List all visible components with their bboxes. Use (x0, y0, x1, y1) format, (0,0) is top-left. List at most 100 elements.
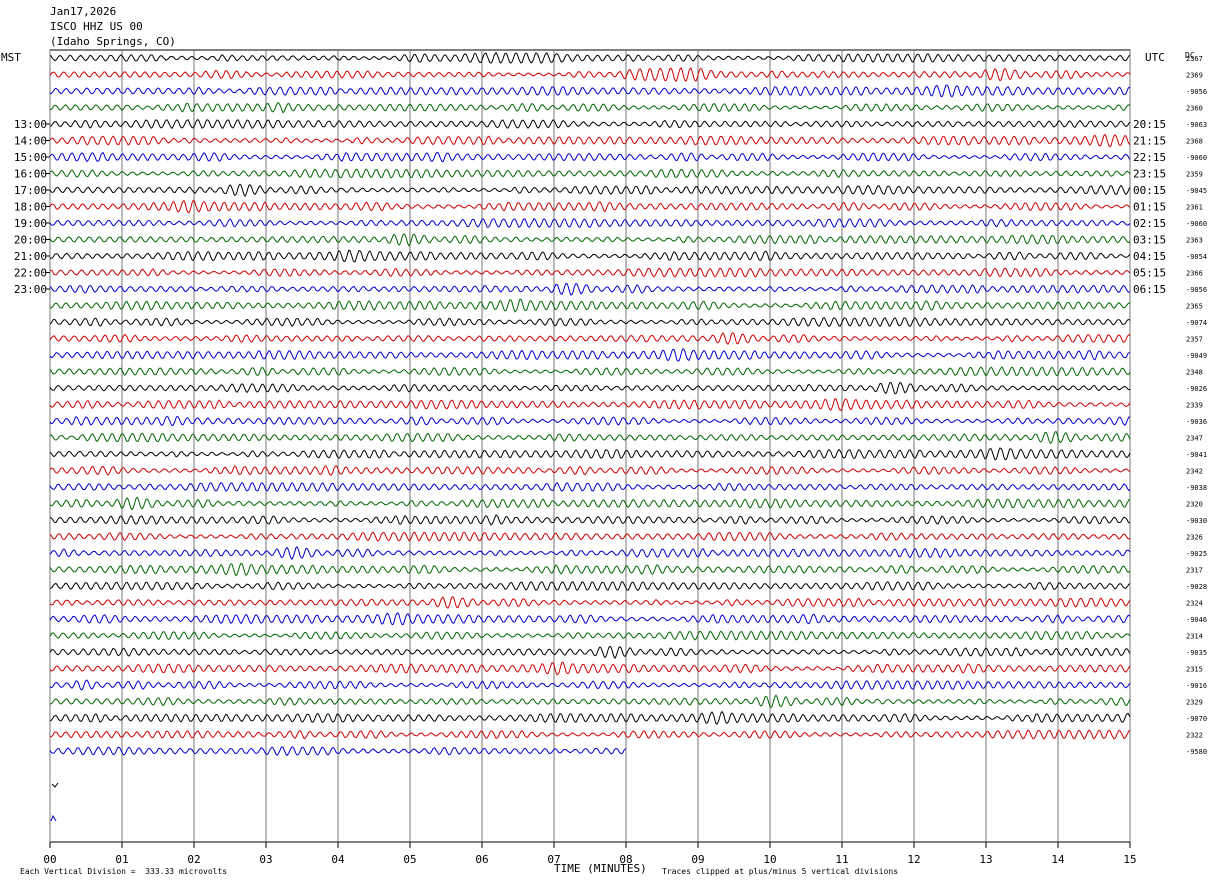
seismic-trace (49, 514, 1131, 526)
seismic-trace (49, 151, 1131, 163)
right-hour-label: 00:15 (1133, 184, 1166, 197)
seismic-trace (49, 366, 1131, 377)
x-tick-label: 10 (763, 853, 776, 866)
seismic-trace (49, 331, 1131, 345)
dc-offset-label: -9074 (1186, 319, 1207, 327)
dc-offset-label: -9046 (1186, 616, 1207, 624)
dc-offset-label: 2317 (1186, 567, 1203, 575)
right-hour-label: 01:15 (1133, 201, 1166, 214)
seismic-trace (49, 464, 1131, 476)
dc-offset-label: -9030 (1186, 517, 1207, 525)
left-hour-label: 17:00 (14, 184, 47, 197)
dc-offset-label: -9035 (1186, 649, 1207, 657)
dc-offset-label: 2368 (1186, 138, 1203, 146)
right-hour-label: 22:15 (1133, 151, 1166, 164)
dc-offset-label: 2363 (1186, 237, 1203, 245)
dc-offset-label: -9049 (1186, 352, 1207, 360)
dc-offset-label: 2365 (1186, 303, 1203, 311)
x-tick-label: 03 (259, 853, 272, 866)
date-title: Jan17,2026 (50, 5, 117, 18)
location-title: (Idaho Springs, CO) (50, 35, 176, 48)
seismic-trace (49, 218, 1131, 229)
dc-offset-label: 2315 (1186, 666, 1203, 674)
x-tick-label: 12 (907, 853, 920, 866)
x-tick-label: 13 (979, 853, 992, 866)
x-tick-label: 01 (115, 853, 128, 866)
dc-offset-label: -9060 (1186, 154, 1207, 162)
seismic-trace (49, 101, 1131, 114)
seismic-trace (49, 381, 1131, 395)
x-tick-label: 14 (1051, 853, 1065, 866)
dc-offset-label: 2320 (1186, 501, 1203, 509)
seismic-trace (49, 496, 1131, 511)
dc-offset-label: -9038 (1186, 484, 1207, 492)
seismic-trace (49, 746, 627, 757)
dc-offset-label: 2360 (1186, 105, 1203, 113)
right-hour-label: 06:15 (1133, 283, 1166, 296)
dc-offset-label: 2359 (1186, 171, 1203, 179)
dc-offset-label: 2324 (1186, 600, 1203, 608)
seismic-trace (49, 661, 1131, 676)
seismic-trace (49, 133, 1131, 148)
dc-offset-label: -9016 (1186, 682, 1207, 690)
dc-offset-label: -9060 (1186, 220, 1207, 228)
right-hour-label: 03:15 (1133, 234, 1166, 247)
dc-offset-label: 2342 (1186, 468, 1203, 476)
seismic-trace (49, 67, 1131, 83)
left-hour-label: 20:00 (14, 234, 47, 247)
seismic-trace (49, 168, 1131, 179)
seismic-trace (49, 481, 1131, 493)
left-hour-label: 22:00 (14, 267, 47, 280)
x-tick-label: 06 (475, 853, 488, 866)
dc-offset-label: -9028 (1186, 583, 1207, 591)
seismic-trace (49, 119, 1131, 130)
left-axis-label: MST (1, 51, 21, 64)
dc-offset-label: -9026 (1186, 385, 1207, 393)
x-tick-label: 02 (187, 853, 200, 866)
seismic-trace (49, 447, 1131, 461)
seismic-trace (49, 694, 1131, 708)
left-hour-label: 19:00 (14, 217, 47, 230)
seismic-trace (49, 612, 1131, 626)
left-hour-label: 14:00 (14, 135, 47, 148)
right-hour-label: 05:15 (1133, 267, 1166, 280)
left-hour-label: 13:00 (14, 118, 47, 131)
dc-offset-label: -9045 (1186, 187, 1207, 195)
dc-offset-label: 2366 (1186, 270, 1203, 278)
seismic-trace (49, 51, 1131, 64)
dc-offset-label: -9580 (1186, 748, 1207, 756)
x-tick-label: 15 (1123, 853, 1136, 866)
seismic-trace (49, 183, 1131, 198)
dc-offset-label: -9054 (1186, 253, 1207, 261)
seismic-trace (49, 282, 1131, 296)
dc-offset-label: 2369 (1186, 72, 1203, 80)
right-hour-label: 04:15 (1133, 250, 1166, 263)
seismic-trace (49, 267, 1131, 278)
right-hour-label: 21:15 (1133, 135, 1166, 148)
dc-offset-label: -9036 (1186, 418, 1207, 426)
seismic-trace (49, 298, 1131, 313)
dc-offset-label: -9056 (1186, 286, 1207, 294)
dc-offset-label: 2329 (1186, 699, 1203, 707)
left-hour-label: 21:00 (14, 250, 47, 263)
x-tick-label: 04 (331, 853, 345, 866)
dc-offset-label: 2339 (1186, 402, 1203, 410)
seismic-trace (49, 233, 1131, 247)
seismic-trace (49, 199, 1131, 214)
right-hour-label: 23:15 (1133, 168, 1166, 181)
axis-labels: 00 01 02 03 04 05 06 07 08 09 10 11 12 13 14 15 MST UTC DC… (1, 51, 1207, 866)
trace-start-marker (50, 814, 57, 822)
seismic-trace (49, 710, 1131, 725)
seismic-trace (49, 546, 1131, 560)
x-tick-label: 00 (43, 853, 56, 866)
dc-offset-label: 2314 (1186, 633, 1203, 641)
dc-offset-label: 2322 (1186, 732, 1203, 740)
left-hour-label: 18:00 (14, 201, 47, 214)
right-axis-label: UTC (1145, 51, 1165, 64)
dc-offset-label: 2367 (1186, 55, 1203, 63)
seismic-trace (49, 84, 1131, 98)
x-tick-label: 08 (619, 853, 632, 866)
seismic-trace (49, 348, 1131, 362)
seismic-trace (49, 596, 1131, 609)
